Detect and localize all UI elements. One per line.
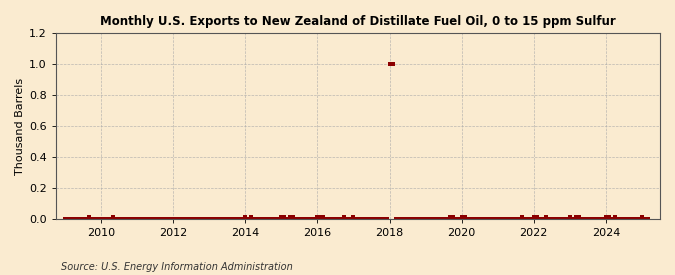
Title: Monthly U.S. Exports to New Zealand of Distillate Fuel Oil, 0 to 15 ppm Sulfur: Monthly U.S. Exports to New Zealand of D…: [100, 15, 616, 28]
Text: Source: U.S. Energy Information Administration: Source: U.S. Energy Information Administ…: [61, 262, 292, 272]
Y-axis label: Thousand Barrels: Thousand Barrels: [15, 78, 25, 175]
